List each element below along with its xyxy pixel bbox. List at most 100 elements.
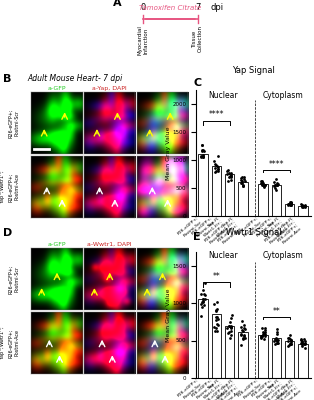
Point — [262, 336, 267, 342]
Text: R26-eGFP+;
Postmi-Scr: R26-eGFP+; Postmi-Scr — [9, 264, 19, 294]
Point — [214, 325, 219, 331]
Point — [298, 201, 303, 208]
Title: a-Yap, DAPI: a-Yap, DAPI — [92, 86, 127, 91]
Point — [298, 340, 303, 346]
Point — [286, 343, 291, 350]
Point — [274, 337, 279, 344]
Point — [273, 181, 278, 188]
Bar — [198, 154, 208, 216]
Point — [275, 331, 280, 337]
Point — [200, 298, 205, 305]
Title: a-GFP: a-GFP — [48, 242, 66, 247]
Point — [200, 146, 205, 153]
Point — [228, 173, 233, 179]
Text: Nuclear: Nuclear — [208, 251, 238, 260]
Text: ****: **** — [208, 110, 224, 119]
Point — [300, 342, 305, 349]
Point — [229, 170, 234, 176]
Point — [214, 306, 219, 312]
Point — [242, 325, 247, 332]
Point — [199, 153, 204, 159]
Point — [241, 328, 246, 334]
Point — [286, 200, 291, 207]
Bar — [225, 174, 234, 216]
Point — [216, 168, 221, 174]
Point — [273, 336, 278, 343]
Point — [299, 337, 304, 344]
Point — [240, 178, 245, 184]
Point — [286, 342, 291, 348]
Point — [215, 314, 220, 320]
Point — [272, 182, 277, 189]
Point — [303, 338, 308, 344]
Point — [216, 322, 221, 328]
Point — [242, 332, 247, 339]
Text: **: ** — [272, 306, 280, 316]
Point — [262, 182, 267, 189]
Point — [274, 340, 279, 346]
Title: a-Wwtr1, DAPI: a-Wwtr1, DAPI — [87, 242, 132, 247]
Point — [288, 200, 293, 206]
Point — [227, 329, 232, 335]
Point — [299, 204, 304, 210]
Text: Cytoplasm: Cytoplasm — [263, 251, 303, 260]
Point — [214, 162, 219, 169]
Point — [199, 142, 204, 148]
Point — [202, 296, 207, 302]
Point — [262, 182, 267, 188]
Point — [199, 304, 204, 310]
Point — [289, 200, 294, 207]
Point — [241, 322, 246, 328]
Title: a-GFP: a-GFP — [48, 86, 66, 91]
Point — [260, 181, 265, 188]
Point — [262, 333, 267, 339]
Point — [228, 334, 233, 341]
Point — [300, 202, 305, 209]
Point — [258, 334, 263, 340]
Point — [263, 324, 268, 331]
Point — [302, 341, 307, 347]
Point — [238, 342, 243, 348]
Point — [227, 319, 232, 326]
Point — [286, 201, 291, 208]
Point — [241, 183, 246, 189]
Point — [201, 152, 206, 158]
Point — [240, 179, 245, 186]
Point — [229, 324, 234, 330]
Point — [214, 316, 219, 323]
Point — [201, 286, 206, 293]
Point — [212, 328, 217, 335]
Point — [275, 336, 280, 343]
Point — [228, 172, 233, 179]
Point — [285, 202, 290, 208]
Point — [300, 341, 305, 347]
Text: ****: **** — [268, 160, 284, 169]
Point — [272, 179, 277, 186]
Point — [288, 199, 293, 205]
Point — [263, 182, 268, 188]
Point — [288, 341, 293, 347]
Point — [225, 325, 230, 331]
Point — [273, 187, 278, 193]
Point — [274, 182, 279, 188]
Bar — [258, 184, 268, 216]
Bar — [238, 182, 247, 216]
Point — [274, 182, 279, 188]
Y-axis label: Mean Gray Value: Mean Gray Value — [166, 126, 171, 180]
Point — [274, 329, 279, 336]
Point — [273, 336, 278, 342]
Point — [276, 340, 281, 346]
Text: E: E — [193, 232, 201, 242]
Point — [302, 340, 307, 346]
Point — [214, 299, 219, 305]
Point — [229, 328, 234, 334]
Point — [198, 300, 203, 307]
Point — [229, 312, 234, 318]
Point — [303, 344, 308, 351]
Point — [200, 147, 205, 154]
Point — [289, 202, 294, 208]
Point — [303, 204, 308, 210]
Text: B: B — [3, 74, 12, 84]
Point — [239, 324, 244, 330]
Point — [226, 174, 231, 180]
